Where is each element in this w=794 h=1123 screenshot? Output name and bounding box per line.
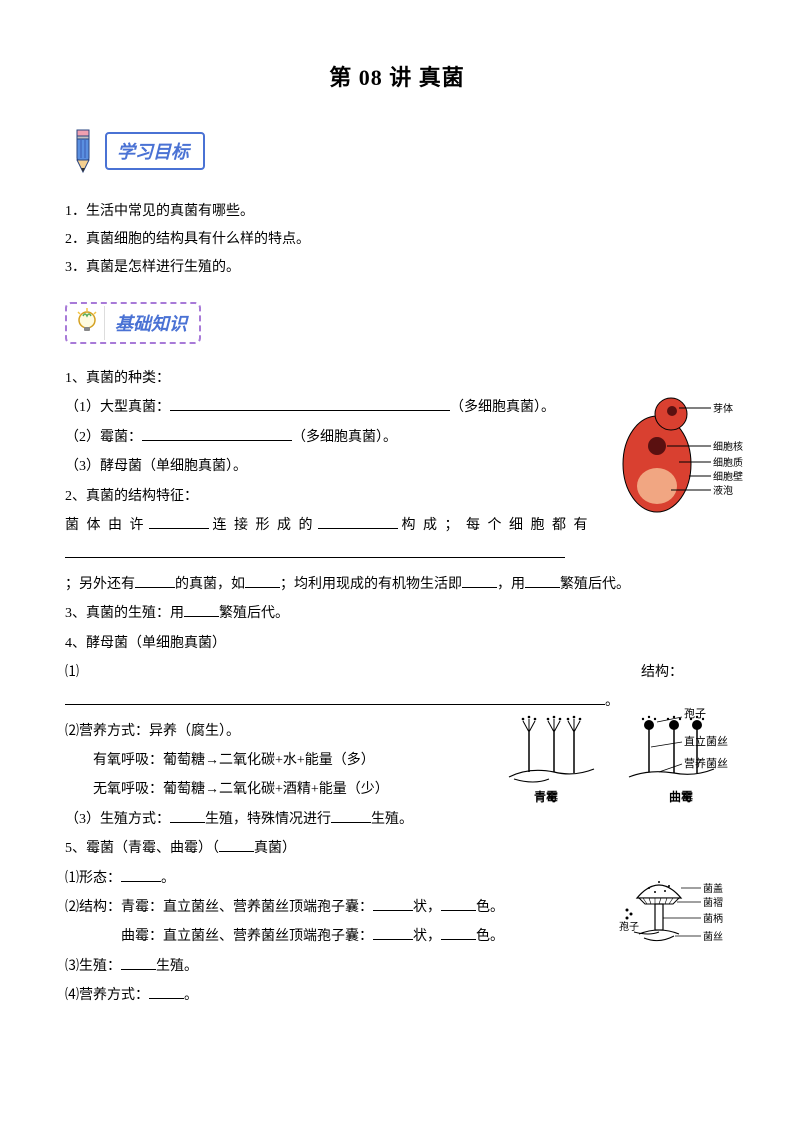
svg-text:芽体: 芽体 [713,402,733,415]
section5-heading: 5、霉菌（青霉、曲霉）（真菌） [65,834,729,863]
section5-item4: ⑷营养方式：。 [65,981,729,1010]
objectives-list: 1．生活中常见的真菌有哪些。 2．真菌细胞的结构具有什么样的特点。 3．真菌是怎… [65,198,729,282]
objective-item: 2．真菌细胞的结构具有什么样的特点。 [65,226,729,254]
learning-objectives-badge: 学习目标 [65,132,729,180]
badge-basic-knowledge-text: 基础知识 [105,306,197,340]
svg-text:曲霉: 曲霉 [669,789,693,804]
svg-text:细胞核: 细胞核 [713,440,743,453]
section4-item3: （3）生殖方式：生殖，特殊情况进行生殖。 [65,805,729,834]
content-body: 芽体 细胞核 细胞质 细胞壁 液泡 1、真菌的种类： （1）大型真菌：（多细胞真… [65,364,729,1011]
page-title: 第 08 讲 真菌 [65,60,729,92]
objective-item: 3．真菌是怎样进行生殖的。 [65,254,729,282]
svg-text:细胞壁: 细胞壁 [713,470,743,483]
svg-text:菌褶: 菌褶 [703,896,723,909]
svg-text:细胞质: 细胞质 [713,456,743,469]
svg-text:孢子: 孢子 [619,921,639,933]
svg-text:孢子: 孢子 [684,707,706,720]
basic-knowledge-badge: 基础知识 [65,302,729,346]
yeast-cell-diagram: 芽体 细胞核 细胞质 细胞壁 液泡 [609,374,749,524]
section2-line2: ；另外还有的真菌，如；均利用现成的有机物生活即，用繁殖后代。 [65,570,729,599]
pencil-icon [57,128,107,178]
badge-learning-objectives-text: 学习目标 [105,132,205,170]
svg-text:菌柄: 菌柄 [703,912,723,925]
mushroom-diagram: 孢子 菌盖 菌褶 菌柄 菌丝 [619,864,739,964]
svg-text:青霉: 青霉 [534,789,558,804]
objective-item: 1．生活中常见的真菌有哪些。 [65,198,729,226]
mold-diagram: 青霉 曲霉 孢子 直立菌丝 营养菌丝 [499,707,729,807]
svg-text:液泡: 液泡 [713,484,733,497]
svg-text:菌盖: 菌盖 [703,882,723,895]
section3: 3、真菌的生殖：用繁殖后代。 [65,599,729,628]
svg-text:营养菌丝: 营养菌丝 [684,756,728,770]
section4-heading: 4、酵母菌（单细胞真菌） [65,629,729,658]
lightbulb-icon [74,308,100,338]
svg-text:菌丝: 菌丝 [703,931,723,943]
svg-text:直立菌丝: 直立菌丝 [684,734,728,748]
